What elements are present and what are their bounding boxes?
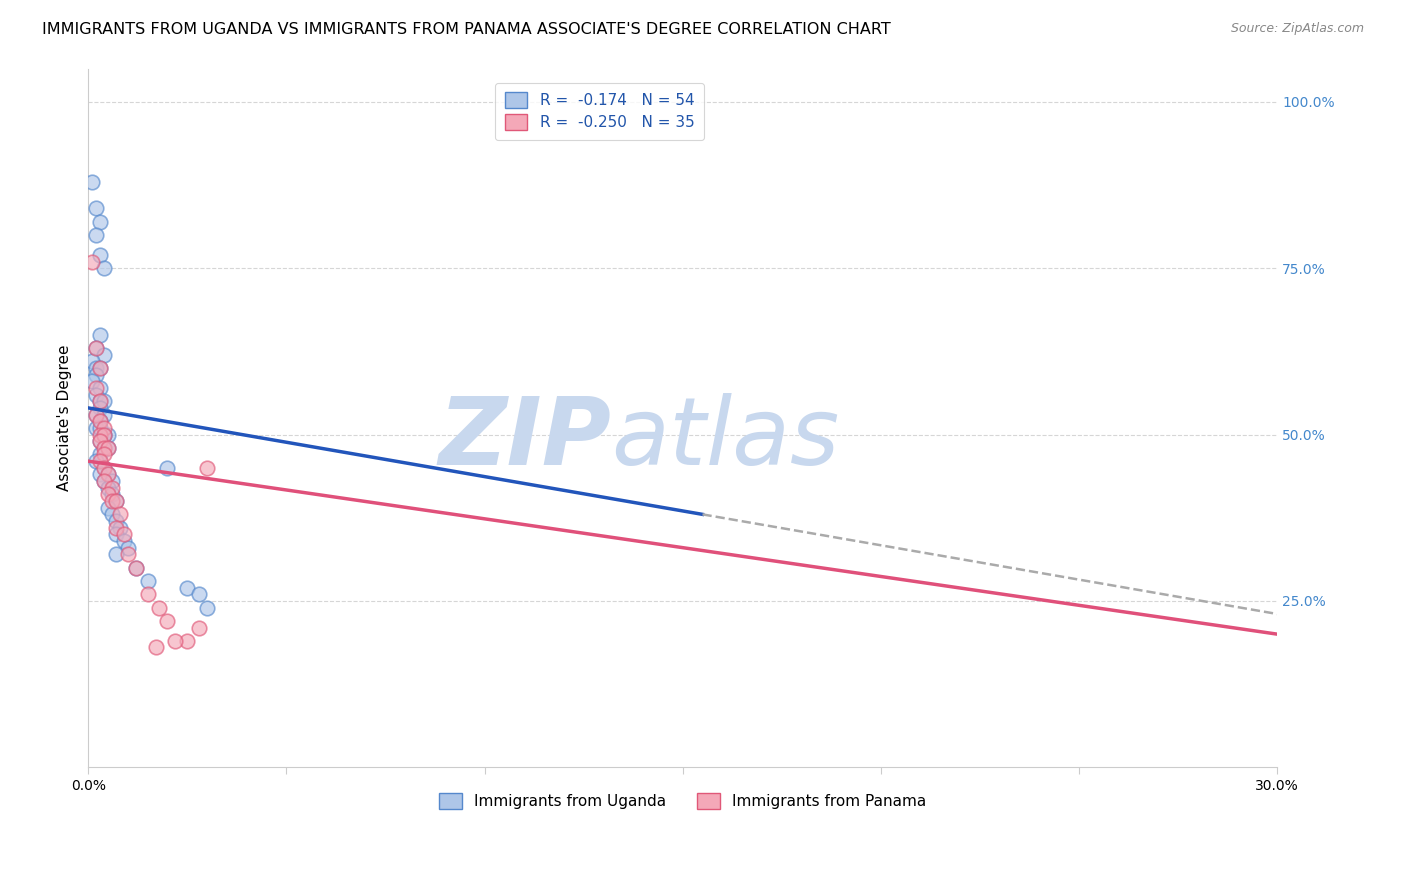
Point (93, 441, 115, 455)
Legend: Immigrants from Uganda, Immigrants from Panama: Immigrants from Uganda, Immigrants from … (433, 788, 932, 815)
Point (89, 361, 111, 376)
Point (104, 494, 127, 508)
Point (101, 494, 124, 508)
Point (89, 454, 111, 468)
Point (89, 414, 111, 428)
Point (195, 600, 218, 615)
Point (84, 408, 107, 422)
Point (89, 248, 111, 262)
Point (93, 394, 115, 409)
Point (89, 414, 111, 428)
Point (156, 460, 179, 475)
Point (176, 633, 198, 648)
Point (93, 261, 115, 276)
Point (112, 527, 135, 541)
Point (93, 460, 115, 475)
Point (108, 508, 131, 522)
Point (93, 460, 115, 475)
Point (89, 361, 111, 376)
Point (93, 441, 115, 455)
Point (89, 448, 111, 462)
Point (101, 487, 124, 501)
Point (125, 560, 148, 574)
Point (136, 574, 159, 588)
Point (89, 467, 111, 482)
Point (93, 408, 115, 422)
Point (84, 341, 107, 355)
Y-axis label: Associate's Degree: Associate's Degree (58, 344, 72, 491)
Point (84, 387, 107, 401)
Point (188, 587, 211, 601)
Point (112, 533, 135, 548)
Point (97, 441, 120, 455)
Point (84, 227, 107, 242)
Point (125, 560, 148, 574)
Point (89, 381, 111, 395)
Point (97, 487, 120, 501)
Point (93, 427, 115, 442)
Text: ZIP: ZIP (439, 392, 612, 485)
Point (89, 394, 111, 409)
Point (156, 614, 179, 628)
Point (104, 547, 127, 561)
Point (89, 427, 111, 442)
Point (84, 408, 107, 422)
Point (136, 587, 159, 601)
Point (82, 374, 104, 388)
Point (89, 421, 111, 435)
Point (89, 327, 111, 342)
Point (188, 620, 211, 634)
Point (89, 401, 111, 415)
Point (84, 368, 107, 382)
Point (84, 361, 107, 376)
Point (101, 474, 124, 488)
Point (97, 427, 120, 442)
Point (93, 427, 115, 442)
Point (108, 521, 131, 535)
Point (97, 481, 120, 495)
Point (84, 341, 107, 355)
Point (117, 547, 139, 561)
Point (97, 467, 120, 482)
Point (84, 421, 107, 435)
Point (89, 434, 111, 449)
Point (89, 214, 111, 228)
Text: atlas: atlas (612, 393, 839, 484)
Point (93, 474, 115, 488)
Point (93, 348, 115, 362)
Point (82, 354, 104, 368)
Point (104, 514, 127, 528)
Point (148, 600, 170, 615)
Point (89, 394, 111, 409)
Point (84, 201, 107, 215)
Point (97, 441, 120, 455)
Point (97, 500, 120, 515)
Point (82, 175, 104, 189)
Point (145, 640, 167, 655)
Point (104, 494, 127, 508)
Point (93, 474, 115, 488)
Point (84, 381, 107, 395)
Point (104, 527, 127, 541)
Text: IMMIGRANTS FROM UGANDA VS IMMIGRANTS FROM PANAMA ASSOCIATE'S DEGREE CORRELATION : IMMIGRANTS FROM UGANDA VS IMMIGRANTS FRO… (42, 22, 891, 37)
Point (101, 481, 124, 495)
Point (82, 254, 104, 268)
Point (93, 427, 115, 442)
Point (89, 434, 111, 449)
Point (101, 508, 124, 522)
Point (84, 454, 107, 468)
Point (117, 541, 139, 555)
Point (93, 448, 115, 462)
Point (195, 460, 218, 475)
Text: Source: ZipAtlas.com: Source: ZipAtlas.com (1230, 22, 1364, 36)
Point (176, 581, 198, 595)
Point (97, 467, 120, 482)
Point (104, 521, 127, 535)
Point (165, 633, 187, 648)
Point (93, 421, 115, 435)
